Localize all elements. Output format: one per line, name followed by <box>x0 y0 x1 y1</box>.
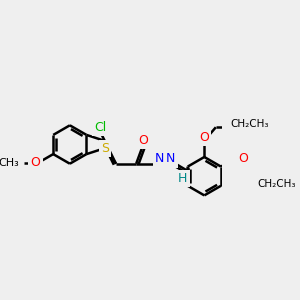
Text: O: O <box>238 152 248 165</box>
Text: Cl: Cl <box>94 121 106 134</box>
Text: CH₂CH₃: CH₂CH₃ <box>258 179 296 189</box>
Text: CH₂CH₃: CH₂CH₃ <box>231 119 269 129</box>
Text: CH₃: CH₃ <box>0 158 20 168</box>
Text: NH: NH <box>155 152 174 165</box>
Text: S: S <box>101 142 109 155</box>
Text: O: O <box>138 134 148 147</box>
Text: H: H <box>178 172 188 185</box>
Text: O: O <box>200 131 209 144</box>
Text: O: O <box>31 156 40 169</box>
Text: N: N <box>166 152 175 165</box>
